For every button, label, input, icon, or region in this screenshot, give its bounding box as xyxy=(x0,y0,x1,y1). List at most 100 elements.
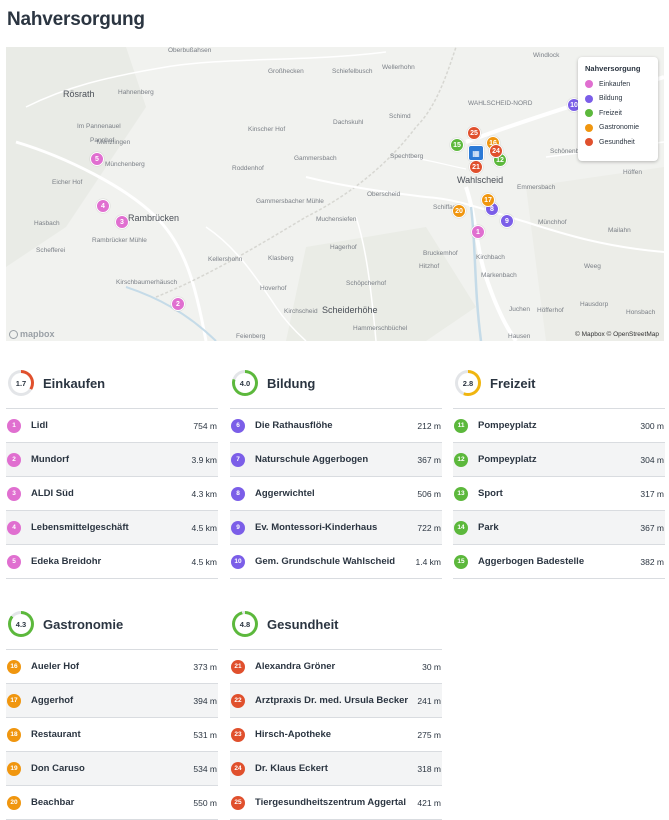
item-name: Naturschule Aggerbogen xyxy=(255,454,369,465)
map-marker-15[interactable]: 15 xyxy=(450,138,464,152)
category-title: Bildung xyxy=(267,375,316,391)
item-name: Beachbar xyxy=(31,797,75,808)
map-place-label: Schiffarth xyxy=(433,204,461,211)
map-place-label: Hausen xyxy=(508,333,531,340)
heart-icon xyxy=(585,138,593,147)
map-place-label: Großhecken xyxy=(268,68,304,75)
map[interactable]: Rösrath Hahnenberg Im Pannenauel Menzlingen… xyxy=(6,47,664,341)
item-number-badge: 17 xyxy=(7,693,21,708)
map-place-label: Hausdorp xyxy=(580,301,609,308)
map-place-label: Münchhof xyxy=(538,219,567,226)
map-place-label: Kinscher Hof xyxy=(248,126,286,133)
list-item[interactable]: 3 ALDI Süd 4.3 km xyxy=(6,477,218,511)
legend-item-freizeit: Freizeit xyxy=(585,106,651,121)
map-place-label: Höffen xyxy=(623,169,643,176)
list-item[interactable]: 24 Dr. Klaus Eckert 318 m xyxy=(230,752,442,786)
map-marker-24[interactable]: 24 xyxy=(489,144,503,158)
item-distance: 382 m xyxy=(640,556,664,567)
item-number-badge: 10 xyxy=(231,554,245,569)
item-distance: 4.5 km xyxy=(191,522,217,533)
category-gesundheit: 4.8 Gesundheit 21 Alexandra Gröner 30 m 22 Arz… xyxy=(230,599,442,820)
map-place-label: Weeg xyxy=(584,263,601,270)
map-marker-4[interactable]: 4 xyxy=(96,199,110,213)
item-name: Park xyxy=(478,522,499,533)
map-place-label: Roddenhof xyxy=(232,165,264,172)
map-marker-5[interactable]: 5 xyxy=(90,152,104,166)
legend-title: Nahversorgung xyxy=(585,64,641,73)
item-distance: 373 m xyxy=(193,661,217,672)
item-number-badge: 5 xyxy=(7,554,21,569)
item-distance: 367 m xyxy=(640,522,664,533)
legend-item-gesundheit: Gesundheit xyxy=(585,135,651,150)
list-item[interactable]: 16 Aueler Hof 373 m xyxy=(6,650,218,684)
item-name: Hirsch-Apotheke xyxy=(255,729,332,740)
item-name: Lebensmittelgeschäft xyxy=(31,522,129,533)
category-header: 4.8 Gesundheit xyxy=(230,599,442,649)
list-item[interactable]: 9 Ev. Montessori-Kinderhaus 722 m xyxy=(230,511,442,545)
item-distance: 506 m xyxy=(417,488,441,499)
map-marker-21[interactable]: 21 xyxy=(469,160,483,174)
map-place-label: Pannhof xyxy=(90,137,115,144)
item-distance: 367 m xyxy=(417,454,441,465)
list-item[interactable]: 5 Edeka Breidohr 4.5 km xyxy=(6,545,218,579)
map-place-label: Schöpcherhof xyxy=(346,280,387,287)
score-value: 2.8 xyxy=(462,378,474,388)
item-number-badge: 25 xyxy=(231,795,245,810)
item-name: Edeka Breidohr xyxy=(31,556,102,567)
list-item[interactable]: 8 Aggerwichtel 506 m xyxy=(230,477,442,511)
list-item[interactable]: 11 Pompeyplatz 300 m xyxy=(453,409,665,443)
item-number-badge: 16 xyxy=(7,659,21,674)
legend-item-gastronomie: Gastronomie xyxy=(585,121,651,136)
map-place-label: Rösrath xyxy=(63,89,95,99)
category-einkaufen: 1.7 Einkaufen 1 Lidl 754 m 2 Mundorf 3.9 km 3 ALD… xyxy=(6,358,218,579)
list-item[interactable]: 23 Hirsch-Apotheke 275 m xyxy=(230,718,442,752)
list-item[interactable]: 4 Lebensmittelgeschäft 4.5 km xyxy=(6,511,218,545)
map-marker-3[interactable]: 3 xyxy=(115,215,129,229)
list-item[interactable]: 6 Die Rathausflöhe 212 m xyxy=(230,409,442,443)
category-list: 6 Die Rathausflöhe 212 m 7 Naturschule Agger… xyxy=(230,408,442,579)
map-place-label: Klasberg xyxy=(268,255,294,262)
item-distance: 550 m xyxy=(193,797,217,808)
map-place-label: Eicher Hof xyxy=(52,179,83,186)
map-place-label: Hitzhof xyxy=(419,263,440,270)
item-name: Tiergesundheitszentrum Aggertal xyxy=(255,797,406,808)
map-marker-1[interactable]: 1 xyxy=(471,225,485,239)
map-marker-17[interactable]: 17 xyxy=(481,193,495,207)
map-place-label: Juchen xyxy=(509,306,530,313)
map-marker-9[interactable]: 9 xyxy=(500,214,514,228)
map-attribution[interactable]: © Mapbox © OpenStreetMap xyxy=(574,331,659,338)
list-item[interactable]: 15 Aggerbogen Badestelle 382 m xyxy=(453,545,665,579)
category-header: 1.7 Einkaufen xyxy=(6,358,218,408)
map-place-label: Schönenb xyxy=(550,148,580,155)
item-distance: 30 m xyxy=(422,661,441,672)
building-marker[interactable]: ▦ xyxy=(468,145,484,161)
list-item[interactable]: 17 Aggerhof 394 m xyxy=(6,684,218,718)
list-item[interactable]: 2 Mundorf 3.9 km xyxy=(6,443,218,477)
map-place-label: Hammerschbüchel xyxy=(353,325,408,332)
mapbox-icon xyxy=(9,329,18,339)
list-item[interactable]: 10 Gem. Grundschule Wahlscheid 1.4 km xyxy=(230,545,442,579)
item-name: Don Caruso xyxy=(31,763,85,774)
list-item[interactable]: 7 Naturschule Aggerbogen 367 m xyxy=(230,443,442,477)
map-marker-2[interactable]: 2 xyxy=(171,297,185,311)
map-place-label: Emmersbach xyxy=(517,184,556,191)
list-item[interactable]: 18 Restaurant 531 m xyxy=(6,718,218,752)
mapbox-logo[interactable]: mapbox xyxy=(9,329,55,339)
map-marker-20[interactable]: 20 xyxy=(452,204,466,218)
score-value: 4.3 xyxy=(15,619,27,629)
map-marker-25[interactable]: 25 xyxy=(467,126,481,140)
list-item[interactable]: 20 Beachbar 550 m xyxy=(6,786,218,820)
list-item[interactable]: 14 Park 367 m xyxy=(453,511,665,545)
list-item[interactable]: 21 Alexandra Gröner 30 m xyxy=(230,650,442,684)
item-name: Aggerbogen Badestelle xyxy=(478,556,585,567)
item-number-badge: 1 xyxy=(7,418,21,433)
list-item[interactable]: 19 Don Caruso 534 m xyxy=(6,752,218,786)
list-item[interactable]: 1 Lidl 754 m xyxy=(6,409,218,443)
list-item[interactable]: 13 Sport 317 m xyxy=(453,477,665,511)
map-place-label: Wahlscheid xyxy=(457,175,504,185)
list-item[interactable]: 12 Pompeyplatz 304 m xyxy=(453,443,665,477)
leaf-icon xyxy=(585,109,593,118)
list-item[interactable]: 22 Arztpraxis Dr. med. Ursula Becker 241 m xyxy=(230,684,442,718)
list-item[interactable]: 25 Tiergesundheitszentrum Aggertal 421 m xyxy=(230,786,442,820)
item-number-badge: 3 xyxy=(7,486,21,501)
